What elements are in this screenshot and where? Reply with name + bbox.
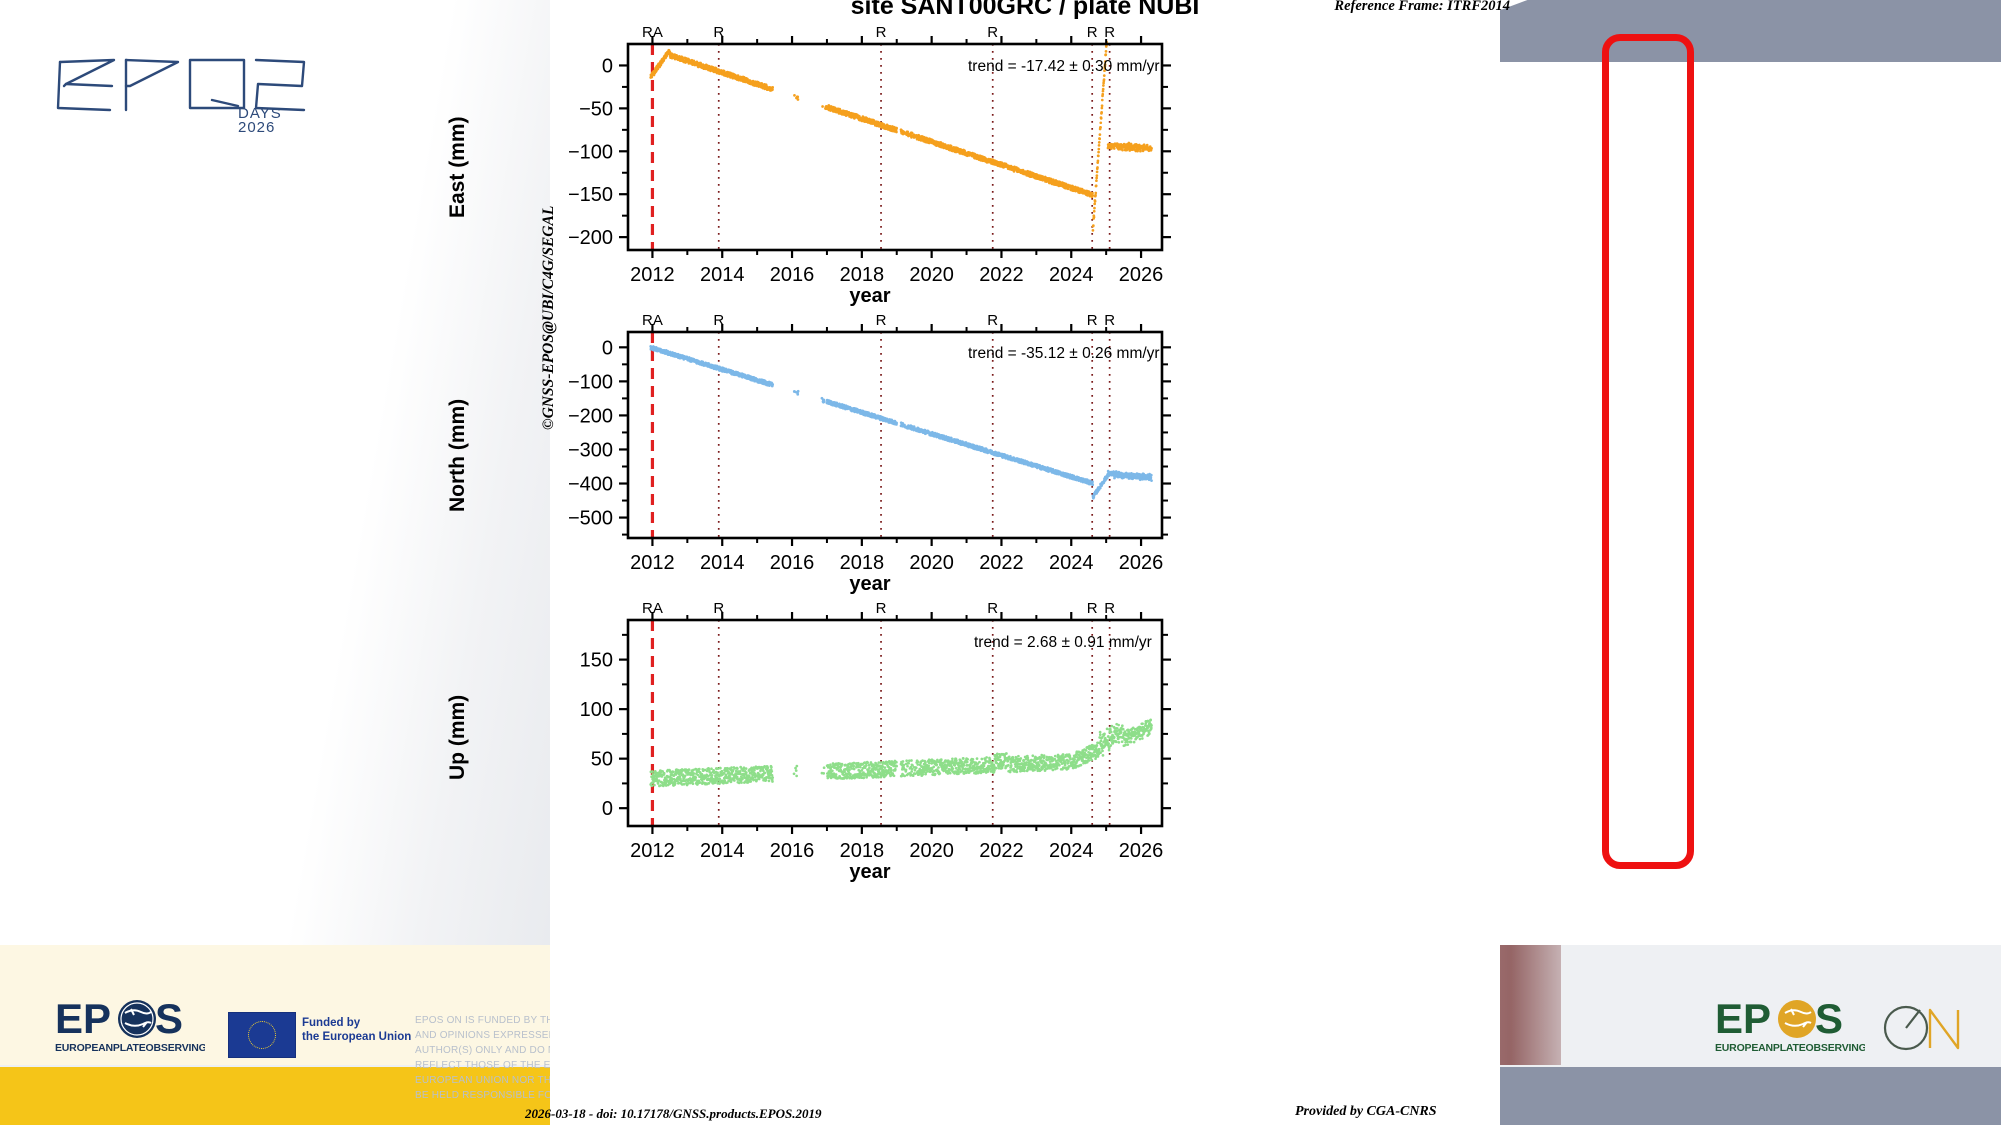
svg-text:−200: −200 <box>568 227 613 249</box>
figure-title: site SANT00GRC / plate NUBI <box>850 0 1200 20</box>
svg-text:R: R <box>987 312 998 329</box>
figure-footer-provider: Provided by CGA-CNRS <box>1295 1104 1437 1119</box>
svg-text:2026: 2026 <box>238 119 275 132</box>
svg-text:R: R <box>876 24 887 41</box>
svg-text:R: R <box>713 24 724 41</box>
svg-text:EP: EP <box>1715 995 1771 1042</box>
panel-up: RA R R R R R 2012 2014 2016 2018 2020 2022 2024 2026 0… <box>550 594 1190 884</box>
svg-text:S: S <box>1815 995 1843 1042</box>
svg-text:R: R <box>1087 600 1098 617</box>
svg-text:−400: −400 <box>568 474 613 496</box>
svg-text:−500: −500 <box>568 508 613 530</box>
svg-text:−50: −50 <box>579 98 613 120</box>
svg-text:2024: 2024 <box>1049 552 1094 574</box>
figure-footer-doi: 2026-03-18 - doi: 10.17178/GNSS.products… <box>525 1106 822 1121</box>
svg-text:R: R <box>876 312 887 329</box>
epos-days-logo: DAYS 2026 <box>52 40 312 132</box>
axis-label-x-up: year <box>849 861 891 883</box>
epos-logo-footer-right: EP S EUROPEANPLATEOBSERVINGSYSTEM <box>1715 995 1909 1057</box>
svg-text:R: R <box>1104 24 1115 41</box>
panel-north: RA R R R R R 2012 2014 2016 2018 2020 2022 2024 2026 0… <box>550 306 1190 596</box>
svg-text:−300: −300 <box>568 439 613 461</box>
svg-text:2020: 2020 <box>909 552 954 574</box>
eu-funding-label: Funded by the European Union <box>302 1016 411 1045</box>
trend-east: trend = -17.42 ± 0.30 mm/yr <box>968 58 1160 75</box>
svg-text:0: 0 <box>602 55 613 77</box>
svg-text:0: 0 <box>602 337 613 359</box>
svg-text:R: R <box>987 600 998 617</box>
axis-label-x-north: year <box>849 573 891 595</box>
reference-frame-label: Reference Frame: ITRF2014 <box>1334 0 1510 14</box>
svg-text:−100: −100 <box>568 141 613 163</box>
svg-text:2022: 2022 <box>979 552 1024 574</box>
trend-north: trend = -35.12 ± 0.26 mm/yr <box>968 345 1160 362</box>
epos-logo-footer-left: EP S EUROPEANPLATEOBSERVINGSYSTEM <box>55 995 249 1057</box>
svg-text:R: R <box>1104 312 1115 329</box>
svg-text:2020: 2020 <box>909 264 954 286</box>
trend-up: trend = 2.68 ± 0.91 mm/yr <box>974 634 1152 651</box>
svg-text:RA: RA <box>642 312 663 329</box>
eu-stars <box>248 1021 276 1049</box>
svg-text:−150: −150 <box>568 184 613 206</box>
svg-text:2012: 2012 <box>630 552 675 574</box>
eu-flag-icon <box>228 1012 296 1058</box>
eu-funded-line1: Funded by <box>302 1017 361 1029</box>
svg-text:RA: RA <box>642 24 663 41</box>
svg-text:R: R <box>987 24 998 41</box>
svg-text:R: R <box>1104 600 1115 617</box>
svg-text:R: R <box>876 600 887 617</box>
svg-text:DAYS: DAYS <box>238 105 282 122</box>
svg-text:EUROPEANPLATEOBSERVINGSYSTEM: EUROPEANPLATEOBSERVINGSYSTEM <box>1715 1042 1865 1054</box>
svg-text:2016: 2016 <box>770 264 815 286</box>
svg-text:2026: 2026 <box>1119 552 1164 574</box>
svg-text:−200: −200 <box>568 405 613 427</box>
svg-text:2014: 2014 <box>700 264 745 286</box>
svg-text:2018: 2018 <box>840 552 885 574</box>
epos-on-logo <box>1880 998 1966 1056</box>
panel-east: RA R R R R R 2012 2014 2016 2018 2020 2022 2024 2026 0… <box>550 18 1190 308</box>
svg-text:2018: 2018 <box>840 264 885 286</box>
svg-text:2024: 2024 <box>1049 264 1094 286</box>
gnss-timeseries-figure: site SANT00GRC / plate NUBI Reference Fr… <box>446 0 1694 1125</box>
footer-band-right <box>1560 945 2001 1065</box>
svg-text:R: R <box>1087 312 1098 329</box>
background-gradient-left <box>0 0 560 960</box>
svg-text:RA: RA <box>642 600 663 617</box>
svg-text:2026: 2026 <box>1119 264 1164 286</box>
svg-text:2014: 2014 <box>700 552 745 574</box>
svg-text:R: R <box>1087 24 1098 41</box>
axis-label-north: North (mm) <box>446 398 469 512</box>
axis-label-east: East (mm) <box>446 116 469 218</box>
svg-text:R: R <box>713 312 724 329</box>
svg-text:S: S <box>155 995 183 1042</box>
svg-text:EUROPEANPLATEOBSERVINGSYSTEM: EUROPEANPLATEOBSERVINGSYSTEM <box>55 1042 205 1054</box>
svg-text:2016: 2016 <box>770 552 815 574</box>
axis-label-up: Up (mm) <box>446 694 469 780</box>
eu-funded-line2: the European Union <box>302 1031 412 1044</box>
svg-text:EP: EP <box>55 995 111 1042</box>
svg-text:2022: 2022 <box>979 264 1024 286</box>
svg-text:−100: −100 <box>568 371 613 393</box>
axis-label-x-east: year <box>849 285 891 307</box>
svg-text:R: R <box>713 600 724 617</box>
svg-text:2012: 2012 <box>630 264 675 286</box>
